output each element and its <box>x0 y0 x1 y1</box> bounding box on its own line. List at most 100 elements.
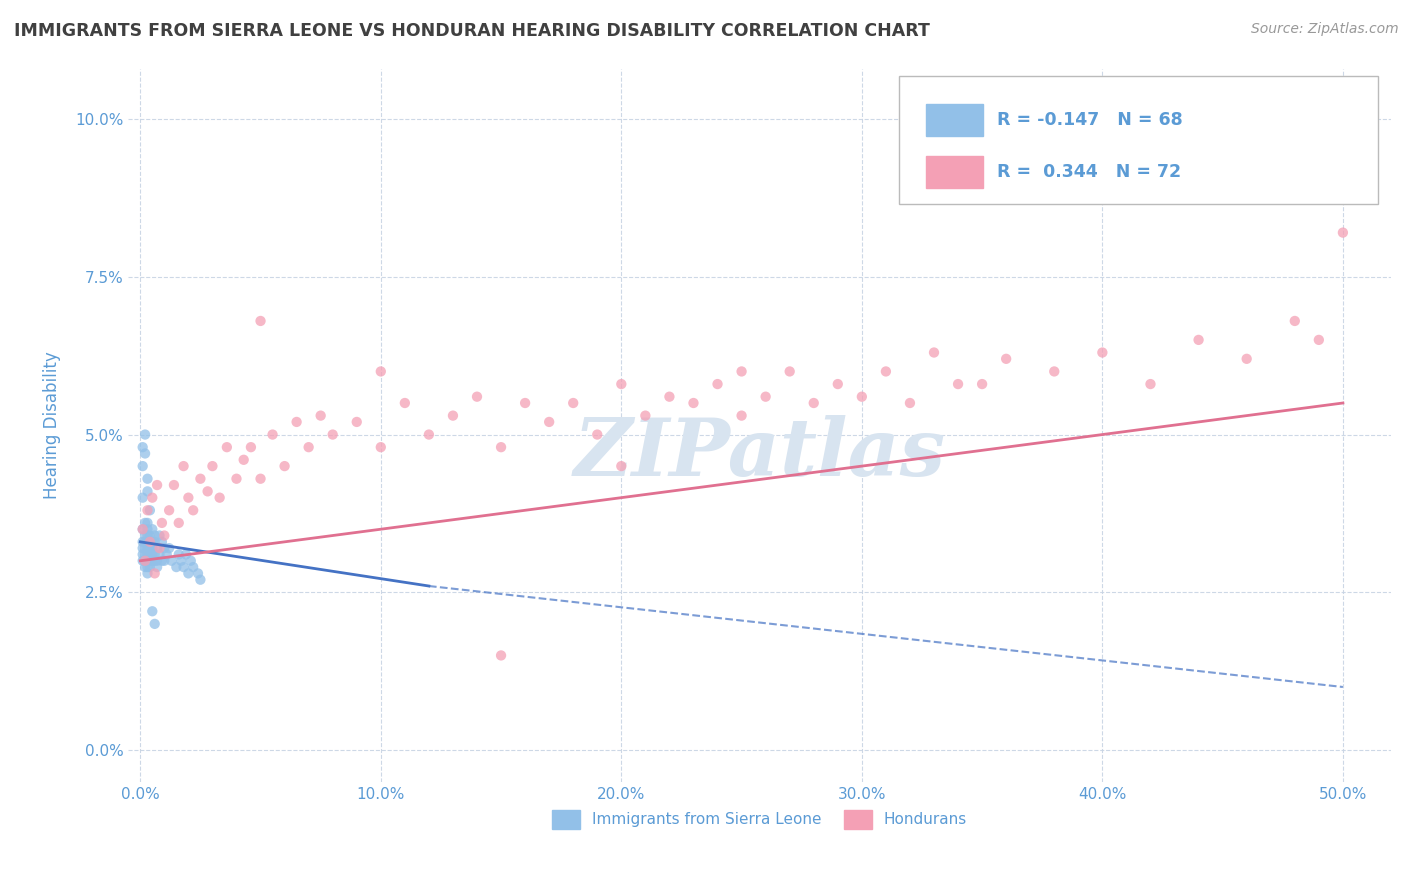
Point <box>730 409 752 423</box>
Point <box>136 503 159 517</box>
Point <box>131 440 153 454</box>
Point <box>538 415 561 429</box>
Bar <box>927 156 983 188</box>
Point <box>131 522 153 536</box>
Point <box>513 396 536 410</box>
Point <box>489 648 512 663</box>
Point <box>150 534 173 549</box>
Point <box>131 534 153 549</box>
Point <box>586 427 609 442</box>
Point <box>134 446 156 460</box>
Point <box>239 440 262 454</box>
Point <box>658 390 681 404</box>
Point <box>134 427 156 442</box>
Point <box>215 440 238 454</box>
Point <box>1331 226 1354 240</box>
Point <box>157 503 180 517</box>
Point <box>146 541 169 556</box>
Point <box>139 534 162 549</box>
Point <box>141 534 163 549</box>
Point <box>136 541 159 556</box>
Point <box>143 566 166 581</box>
Point <box>1187 333 1209 347</box>
Point <box>165 560 187 574</box>
Point <box>181 560 204 574</box>
Point <box>153 528 176 542</box>
Point <box>370 440 392 454</box>
Point <box>136 528 159 542</box>
Point <box>134 554 156 568</box>
Point <box>394 396 416 410</box>
Point <box>131 541 153 556</box>
Point <box>134 548 156 562</box>
Point <box>232 452 254 467</box>
Point <box>489 440 512 454</box>
Point <box>755 390 778 404</box>
Point <box>134 541 156 556</box>
Point <box>465 390 488 404</box>
Point <box>136 566 159 581</box>
Point <box>285 415 308 429</box>
Point <box>225 472 247 486</box>
Point <box>1091 345 1114 359</box>
Point <box>201 459 224 474</box>
Point <box>131 548 153 562</box>
Point <box>131 491 153 505</box>
Point <box>160 554 183 568</box>
Point <box>803 396 825 410</box>
Point <box>875 364 897 378</box>
Point <box>441 409 464 423</box>
Point <box>898 396 921 410</box>
Point <box>141 548 163 562</box>
Point <box>827 377 849 392</box>
Point <box>139 503 162 517</box>
Point <box>273 459 295 474</box>
Point <box>249 472 271 486</box>
Text: Source: ZipAtlas.com: Source: ZipAtlas.com <box>1251 22 1399 37</box>
Point <box>136 560 159 574</box>
Point <box>249 314 271 328</box>
Point <box>139 560 162 574</box>
Point <box>141 604 163 618</box>
Point <box>851 390 873 404</box>
Point <box>197 484 219 499</box>
Point <box>167 548 190 562</box>
Point <box>139 534 162 549</box>
Point <box>143 548 166 562</box>
Point <box>562 396 585 410</box>
Point <box>610 459 633 474</box>
Point <box>136 484 159 499</box>
Bar <box>927 104 983 136</box>
Point <box>1284 314 1306 328</box>
Point <box>131 459 153 474</box>
Point <box>995 351 1018 366</box>
Point <box>139 554 162 568</box>
Point <box>139 541 162 556</box>
Point <box>136 534 159 549</box>
Point <box>181 503 204 517</box>
Y-axis label: Hearing Disability: Hearing Disability <box>44 351 60 499</box>
Point <box>134 534 156 549</box>
Point <box>187 566 209 581</box>
Point <box>167 516 190 530</box>
Point <box>173 459 195 474</box>
Point <box>170 554 193 568</box>
FancyBboxPatch shape <box>898 76 1378 204</box>
Point <box>148 528 170 542</box>
Point <box>141 554 163 568</box>
Point <box>309 409 332 423</box>
Point <box>177 566 200 581</box>
Point <box>1236 351 1258 366</box>
Point <box>972 377 994 392</box>
Text: R = -0.147   N = 68: R = -0.147 N = 68 <box>997 112 1182 129</box>
Point <box>157 541 180 556</box>
Point <box>143 554 166 568</box>
Point <box>143 616 166 631</box>
Point <box>153 541 176 556</box>
Point <box>139 528 162 542</box>
Point <box>174 548 197 562</box>
Point <box>180 554 202 568</box>
Point <box>146 560 169 574</box>
Point <box>779 364 801 378</box>
Point <box>262 427 284 442</box>
